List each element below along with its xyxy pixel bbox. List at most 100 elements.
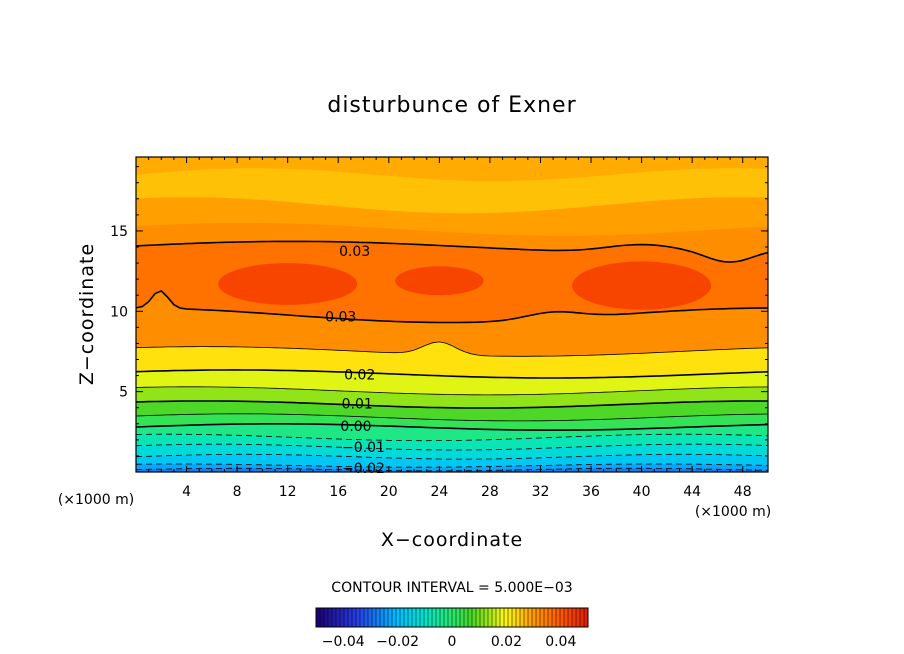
colorbar-cell bbox=[412, 608, 417, 627]
colorbar-cell bbox=[568, 608, 573, 627]
y-axis-ticks: 5 10 15 bbox=[110, 166, 768, 457]
contour-line-0.01 bbox=[136, 400, 768, 409]
colorbar-cell bbox=[484, 608, 489, 627]
colorbar-cell bbox=[424, 608, 429, 627]
colorbar-cell bbox=[540, 608, 545, 627]
colorbar-tick-label: −0.02 bbox=[376, 634, 419, 650]
colorbar-cell bbox=[392, 608, 397, 627]
colorbar-cell bbox=[500, 608, 505, 627]
contour-label: 0.03 bbox=[325, 310, 356, 326]
colorbar-cell bbox=[444, 608, 449, 627]
x-axis-ticks: 4 8 12 16 20 24 28 32 36 40 44 48 bbox=[148, 157, 756, 500]
colorbar-cell bbox=[464, 608, 469, 627]
contour-labels: 0.03 0.03 0.02 0.01 0.00 −0.01 −0.02 bbox=[325, 244, 385, 477]
x-unit-right: (×1000 m) bbox=[695, 504, 771, 520]
x-tick-label: 20 bbox=[380, 484, 398, 500]
colorbar-tick-labels: −0.04 −0.02 0 0.02 0.04 bbox=[322, 634, 577, 650]
color-fill-bands bbox=[136, 157, 768, 472]
colorbar-cell bbox=[460, 608, 465, 627]
y-tick-label: 10 bbox=[110, 304, 128, 320]
colorbar-cell bbox=[516, 608, 521, 627]
contour-line--0.01 bbox=[136, 443, 768, 451]
colorbar-cell bbox=[420, 608, 425, 627]
x-tick-label: 32 bbox=[532, 484, 550, 500]
colorbar-cell bbox=[504, 608, 509, 627]
x-tick-label: 12 bbox=[279, 484, 297, 500]
chart-title: disturbunce of Exner bbox=[327, 93, 576, 118]
colorbar-cell bbox=[384, 608, 389, 627]
colorbar-cell bbox=[364, 608, 369, 627]
colorbar-cell bbox=[428, 608, 433, 627]
colorbar-cell bbox=[520, 608, 525, 627]
colorbar-cell bbox=[352, 608, 357, 627]
x-tick-label: 48 bbox=[734, 484, 752, 500]
colorbar-cell bbox=[408, 608, 413, 627]
colorbar-cell bbox=[348, 608, 353, 627]
colorbar-cell bbox=[440, 608, 445, 627]
colorbar bbox=[315, 607, 589, 628]
colorbar-cell bbox=[580, 608, 585, 627]
colorbar-cell bbox=[564, 608, 569, 627]
colorbar-cell bbox=[368, 608, 373, 627]
x-tick-label: 40 bbox=[633, 484, 651, 500]
colorbar-cell bbox=[356, 608, 361, 627]
contour-label: −0.02 bbox=[342, 461, 385, 477]
contour-label: 0.02 bbox=[344, 368, 375, 384]
y-tick-label: 5 bbox=[119, 385, 128, 401]
colorbar-cell bbox=[400, 608, 405, 627]
colorbar-cell bbox=[508, 608, 513, 627]
colorbar-cell bbox=[488, 608, 493, 627]
colorbar-cell bbox=[332, 608, 337, 627]
colorbar-cell bbox=[344, 608, 349, 627]
x-tick-label: 44 bbox=[683, 484, 701, 500]
colorbar-cell bbox=[432, 608, 437, 627]
colorbar-cell bbox=[396, 608, 401, 627]
colorbar-cell bbox=[336, 608, 341, 627]
contour-line-0.02 bbox=[136, 369, 768, 379]
x-tick-label: 36 bbox=[582, 484, 600, 500]
x-unit-left: (×1000 m) bbox=[58, 492, 134, 508]
colorbar-cell bbox=[320, 608, 325, 627]
contour-label: 0.01 bbox=[342, 397, 373, 413]
x-axis-title: X−coordinate bbox=[381, 529, 523, 551]
colorbar-cell bbox=[576, 608, 581, 627]
colorbar-cell bbox=[524, 608, 529, 627]
colorbar-cell bbox=[372, 608, 377, 627]
colorbar-cell bbox=[480, 608, 485, 627]
colorbar-cell bbox=[556, 608, 561, 627]
colorbar-cell bbox=[544, 608, 549, 627]
colorbar-cell bbox=[404, 608, 409, 627]
colorbar-cell bbox=[536, 608, 541, 627]
contour-label: −0.01 bbox=[342, 440, 385, 456]
colorbar-frame bbox=[315, 607, 589, 628]
colorbar-cell bbox=[472, 608, 477, 627]
contour-line-0.015 bbox=[136, 386, 768, 396]
contour-label: 0.03 bbox=[339, 244, 370, 260]
colorbar-cell bbox=[572, 608, 577, 627]
colorbar-cell bbox=[496, 608, 501, 627]
x-tick-label: 24 bbox=[430, 484, 448, 500]
contour-lines bbox=[136, 240, 768, 472]
colorbar-cell bbox=[316, 608, 321, 627]
colorbar-cell bbox=[388, 608, 393, 627]
colorbar-cell bbox=[492, 608, 497, 627]
colorbar-cell bbox=[476, 608, 481, 627]
x-tick-label: 8 bbox=[233, 484, 242, 500]
x-tick-label: 16 bbox=[329, 484, 347, 500]
colorbar-cell bbox=[560, 608, 565, 627]
core-max-1 bbox=[572, 261, 712, 310]
core-max-2 bbox=[395, 266, 484, 296]
colorbar-cell bbox=[552, 608, 557, 627]
x-tick-label: 28 bbox=[481, 484, 499, 500]
contour-line--0.025 bbox=[136, 467, 768, 472]
band-15 bbox=[136, 468, 768, 472]
colorbar-cell bbox=[416, 608, 421, 627]
contour-line-0.03b bbox=[136, 240, 768, 263]
contour-label: 0.00 bbox=[340, 419, 371, 435]
colorbar-tick-label: 0.04 bbox=[545, 634, 576, 650]
colorbar-tick-label: 0 bbox=[448, 634, 457, 650]
core-max-0 bbox=[218, 263, 358, 305]
contour-line-0.03a bbox=[136, 289, 768, 324]
contour-line--0.015 bbox=[136, 453, 768, 460]
